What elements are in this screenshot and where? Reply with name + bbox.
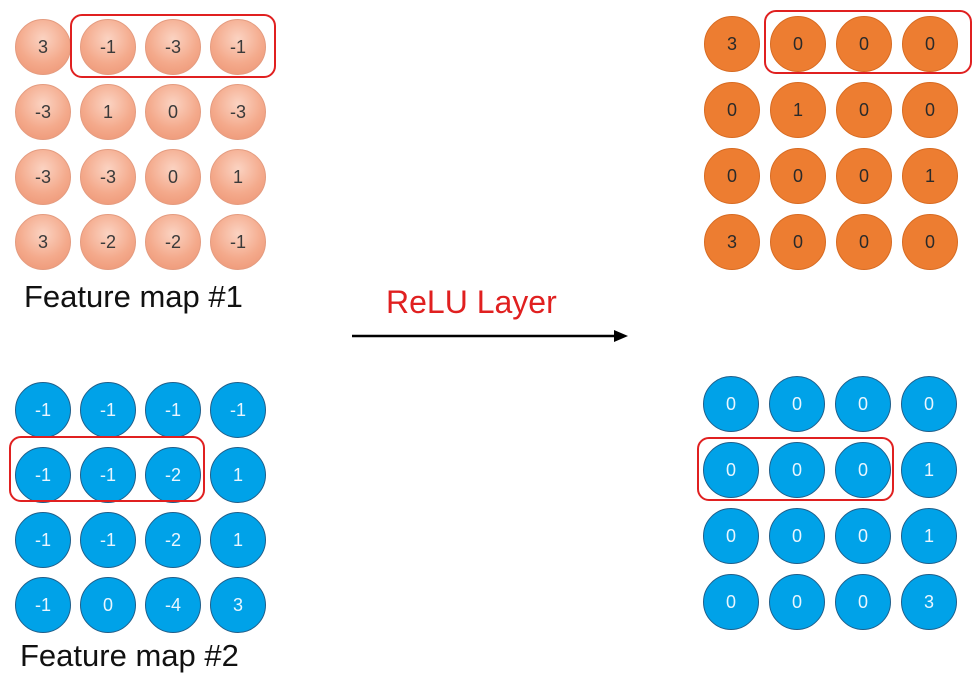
feature-map-2-input-cell: -1 xyxy=(80,382,136,438)
feature-map-1-output-cell: 3 xyxy=(704,214,760,270)
feature-map-1-input-cell: 1 xyxy=(210,149,266,205)
feature-map-1-input-cell: 1 xyxy=(80,84,136,140)
feature-map-1-output-cell: 1 xyxy=(770,82,826,138)
feature-map-2-output-cell: 0 xyxy=(835,574,891,630)
feature-map-1-output-cell: 3 xyxy=(704,16,760,72)
feature-map-2-output-cell: 0 xyxy=(769,376,825,432)
feature-map-2-output-cell: 1 xyxy=(901,442,957,498)
feature-map-2-output-cell: 1 xyxy=(901,508,957,564)
feature-map-1-output-cell: 0 xyxy=(836,82,892,138)
feature-map-2-output-highlight xyxy=(697,437,894,501)
feature-map-2-input-cell: -1 xyxy=(80,512,136,568)
feature-map-1-input-cell: -2 xyxy=(80,214,136,270)
feature-map-1-input-cell: -3 xyxy=(15,84,71,140)
feature-map-1-input-cell: -3 xyxy=(80,149,136,205)
feature-map-1-input-cell: 3 xyxy=(15,19,71,75)
feature-map-2-output-cell: 0 xyxy=(703,508,759,564)
feature-map-1-input-cell: -3 xyxy=(15,149,71,205)
feature-map-1-output-cell: 0 xyxy=(902,82,958,138)
feature-map-2-input-cell: 0 xyxy=(80,577,136,633)
feature-map-2-input-cell: -2 xyxy=(145,512,201,568)
feature-map-2-output-cell: 0 xyxy=(769,508,825,564)
feature-map-1-input-cell: -3 xyxy=(210,84,266,140)
feature-map-1-output-cell: 0 xyxy=(836,214,892,270)
feature-map-1-output-cell: 0 xyxy=(836,148,892,204)
feature-map-1-output-cell: 0 xyxy=(770,148,826,204)
relu-layer-label: ReLU Layer xyxy=(386,284,557,321)
feature-map-2-output-cell: 3 xyxy=(901,574,957,630)
feature-map-2-input-cell: -1 xyxy=(15,382,71,438)
feature-map-1-input-highlight xyxy=(70,14,276,78)
feature-map-2-output-cell: 0 xyxy=(901,376,957,432)
relu-arrow xyxy=(352,326,628,346)
feature-map-2-input-cell: 1 xyxy=(210,447,266,503)
feature-map-2-output-cell: 0 xyxy=(703,376,759,432)
feature-map-1-output-cell: 0 xyxy=(704,82,760,138)
feature-map-1-input-cell: 0 xyxy=(145,149,201,205)
feature-map-1-output-cell: 0 xyxy=(902,214,958,270)
feature-map-2-input-highlight xyxy=(9,436,205,502)
feature-map-2-output-cell: 0 xyxy=(703,574,759,630)
feature-map-2-input-cell: -1 xyxy=(15,577,71,633)
feature-map-2-input-cell: 3 xyxy=(210,577,266,633)
feature-map-2-output-cell: 0 xyxy=(835,376,891,432)
feature-map-1-caption: Feature map #1 xyxy=(24,279,243,315)
feature-map-1-output-cell: 0 xyxy=(704,148,760,204)
feature-map-2-input-cell: -1 xyxy=(15,512,71,568)
feature-map-1-input-cell: -2 xyxy=(145,214,201,270)
feature-map-2-caption: Feature map #2 xyxy=(20,638,239,674)
feature-map-1-output-highlight xyxy=(764,10,972,74)
feature-map-2-output-cell: 0 xyxy=(769,574,825,630)
feature-map-2-input-cell: 1 xyxy=(210,512,266,568)
feature-map-2-output-cell: 0 xyxy=(835,508,891,564)
feature-map-1-output-cell: 1 xyxy=(902,148,958,204)
feature-map-1-input-cell: 0 xyxy=(145,84,201,140)
feature-map-2-input-cell: -4 xyxy=(145,577,201,633)
feature-map-2-input-cell: -1 xyxy=(145,382,201,438)
feature-map-1-input-cell: -1 xyxy=(210,214,266,270)
feature-map-2-input-cell: -1 xyxy=(210,382,266,438)
feature-map-1-input-cell: 3 xyxy=(15,214,71,270)
feature-map-1-output-cell: 0 xyxy=(770,214,826,270)
